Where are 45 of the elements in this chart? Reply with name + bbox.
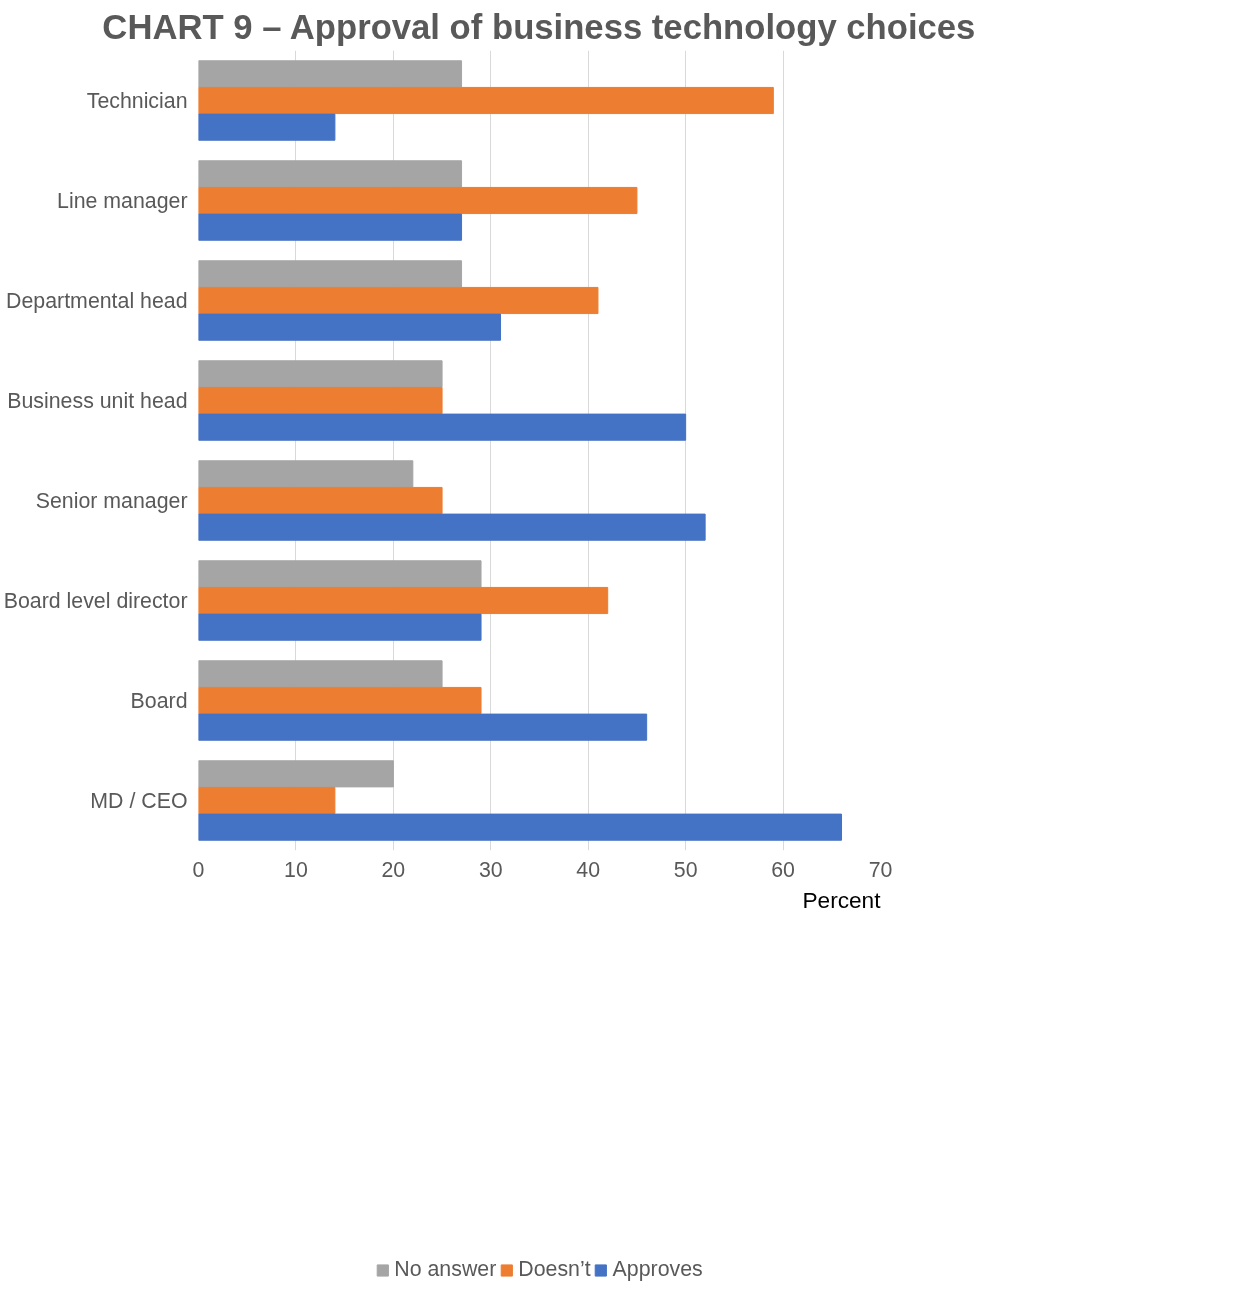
bar bbox=[198, 586, 609, 615]
legend-label: No answer bbox=[394, 1257, 497, 1282]
bar bbox=[198, 686, 482, 715]
y-tick-label: Board bbox=[130, 688, 188, 713]
legend-label: Approves bbox=[612, 1257, 703, 1282]
bar bbox=[198, 113, 336, 141]
bar bbox=[198, 386, 443, 415]
bar bbox=[198, 86, 774, 115]
x-tick-label: 40 bbox=[576, 857, 601, 882]
y-tick-label: Business unit head bbox=[7, 388, 188, 413]
y-tick-label: Board level director bbox=[3, 588, 188, 613]
x-tick-label: 0 bbox=[192, 857, 205, 882]
y-tick-label: Line manager bbox=[57, 188, 188, 213]
bar bbox=[198, 160, 463, 188]
x-tick-label: 60 bbox=[771, 857, 796, 882]
bar bbox=[198, 613, 482, 641]
bar bbox=[198, 286, 599, 315]
legend-label: Doesn’t bbox=[518, 1257, 591, 1282]
bar bbox=[198, 760, 394, 788]
bar bbox=[198, 560, 482, 588]
bar bbox=[198, 813, 843, 841]
chart-title: CHART 9 – Approval of business technology choices bbox=[102, 7, 976, 46]
x-tick-label: 70 bbox=[868, 857, 893, 882]
bar bbox=[198, 786, 336, 815]
x-tick-label: 30 bbox=[478, 857, 503, 882]
x-tick-label: 50 bbox=[673, 857, 698, 882]
y-tick-label: Senior manager bbox=[35, 488, 188, 513]
y-tick-label: Technician bbox=[86, 88, 188, 113]
x-tick-label: 10 bbox=[284, 857, 308, 882]
bar bbox=[198, 186, 638, 215]
bar bbox=[198, 360, 443, 388]
bar bbox=[198, 60, 463, 88]
x-tick-label: 20 bbox=[381, 857, 406, 882]
bar bbox=[198, 260, 463, 288]
bar bbox=[198, 413, 687, 441]
bar bbox=[198, 713, 648, 741]
bar bbox=[198, 660, 443, 688]
bar bbox=[198, 460, 414, 488]
bar bbox=[198, 213, 463, 241]
y-tick-label: MD / CEO bbox=[90, 788, 188, 813]
y-tick-label: Departmental head bbox=[6, 288, 188, 313]
bar bbox=[198, 513, 706, 541]
x-axis-title: Percent bbox=[802, 886, 882, 913]
bar bbox=[198, 313, 502, 341]
bar bbox=[198, 486, 443, 515]
